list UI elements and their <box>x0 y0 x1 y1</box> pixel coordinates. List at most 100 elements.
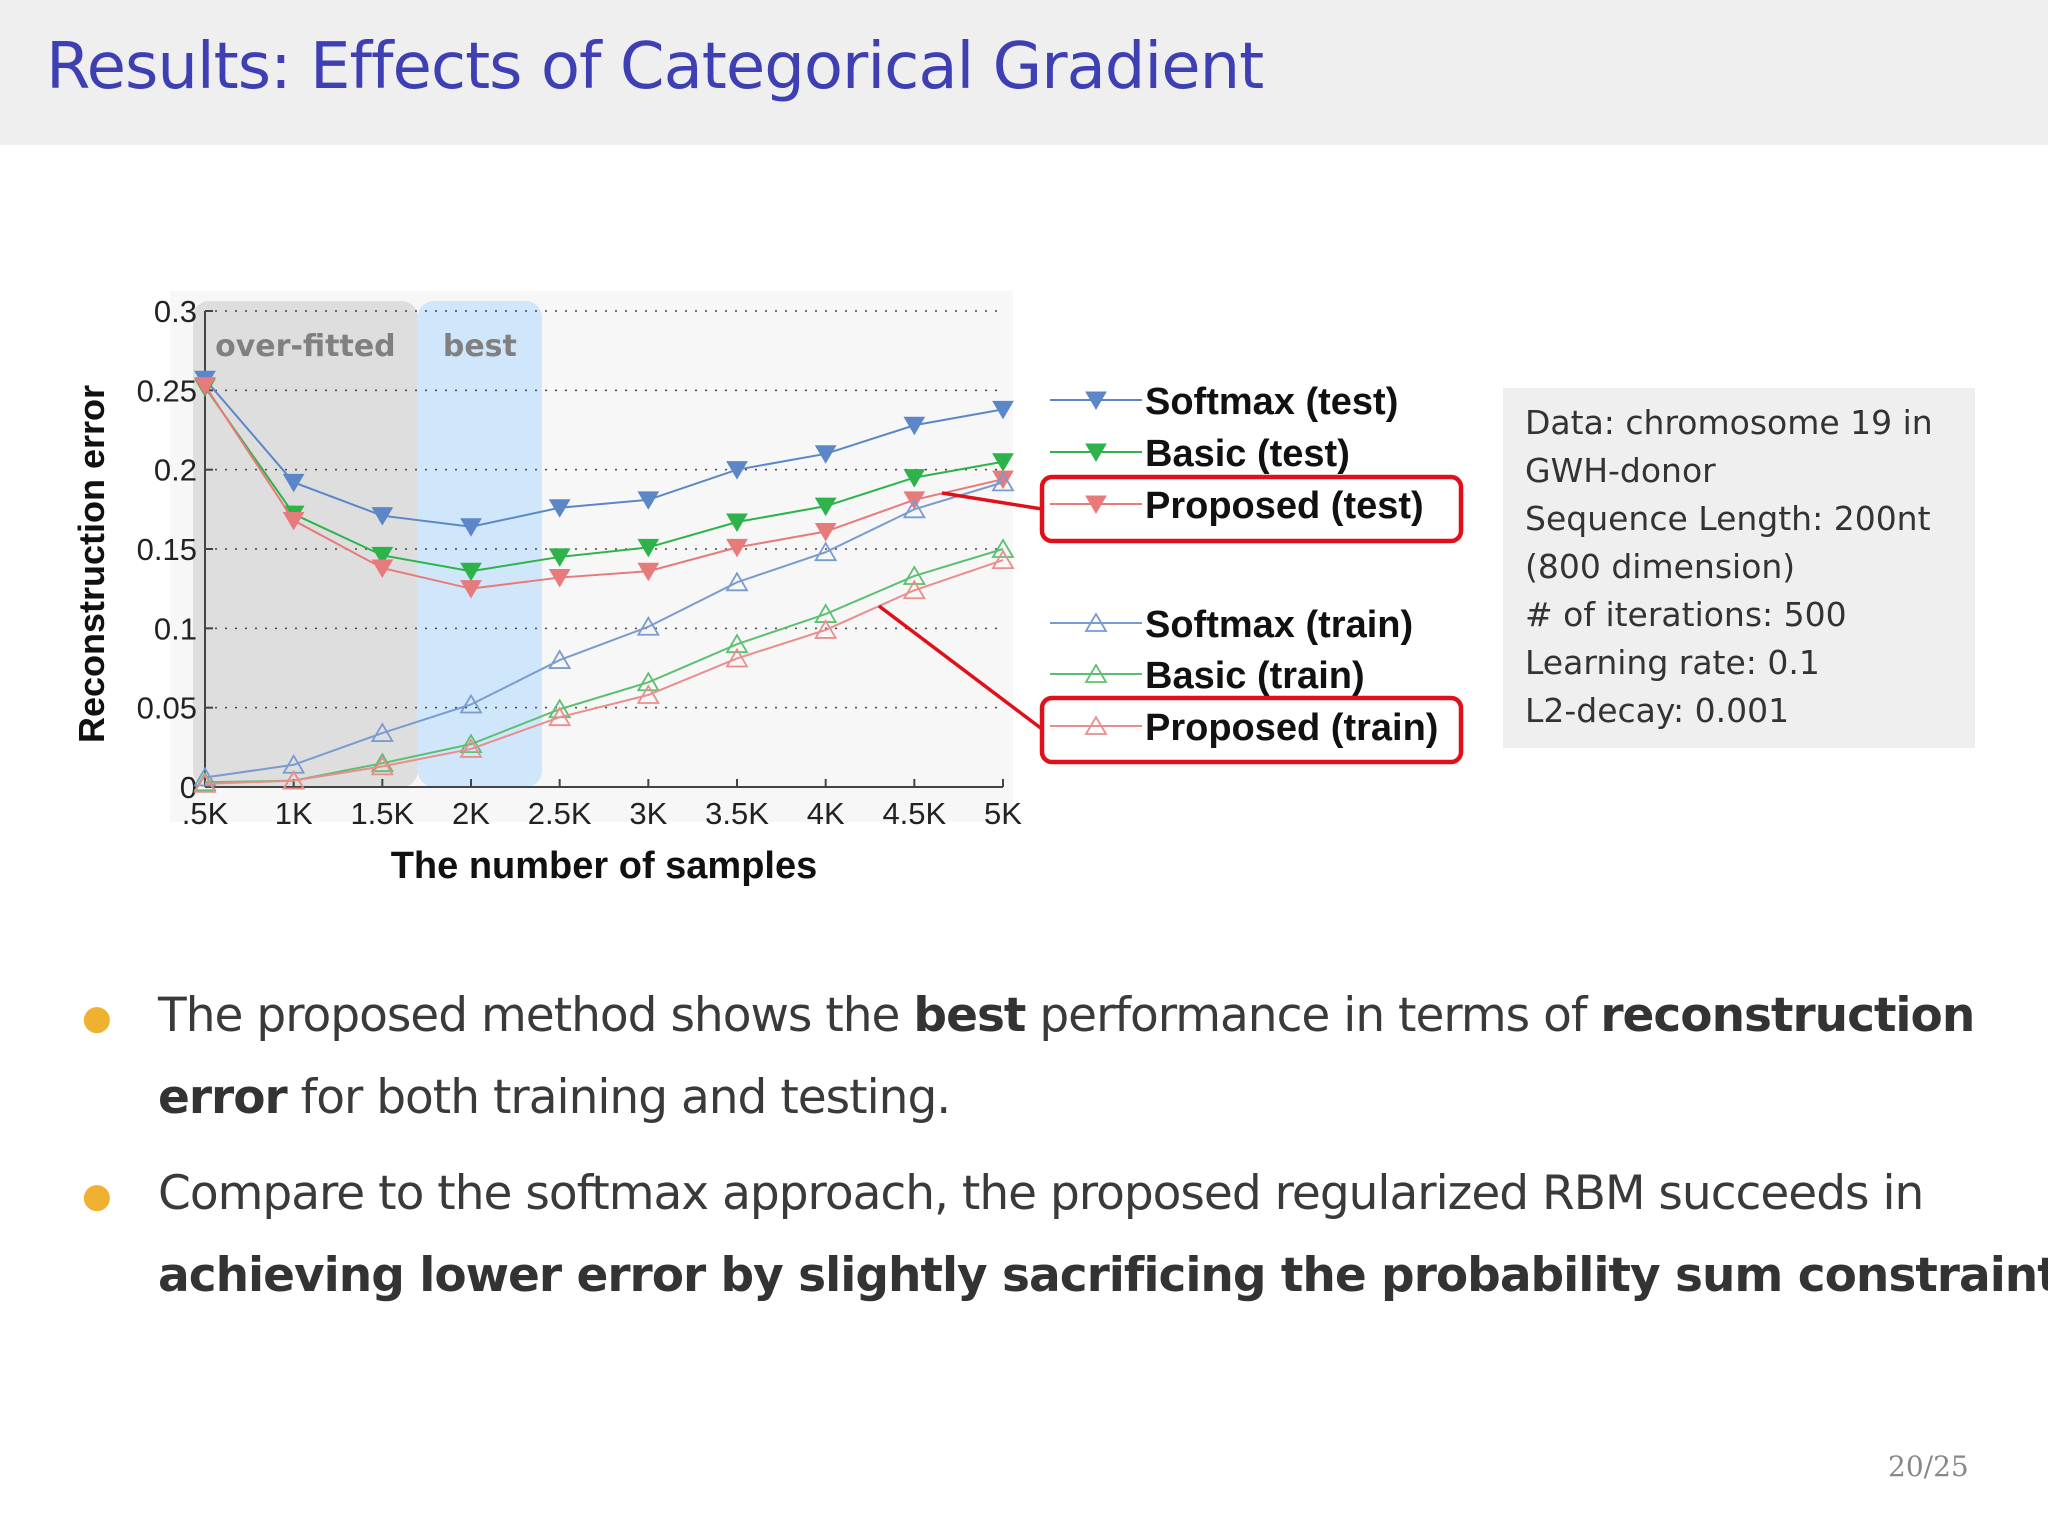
x-axis-label: The number of samples <box>391 845 818 887</box>
y-tick-label: 0.2 <box>154 453 197 488</box>
data-point <box>460 518 482 537</box>
series-line <box>204 559 1004 785</box>
bullet-text-run: performance in terms of <box>1025 988 1601 1043</box>
data-point <box>636 615 660 636</box>
slide-title: Results: Effects of Categorical Gradient <box>46 30 1264 104</box>
data-point <box>637 491 660 510</box>
highlight-connector <box>877 604 1044 731</box>
data-point <box>371 507 394 526</box>
x-tick-label: 3.5K <box>705 796 769 831</box>
legend-label: Softmax (train) <box>1145 604 1413 646</box>
legend-label: Basic (test) <box>1145 433 1350 475</box>
info-line: Sequence Length: 200nt <box>1525 499 1931 538</box>
info-line: Data: chromosome 19 in <box>1525 403 1933 442</box>
experiment-info-box: Data: chromosome 19 in GWH-donor Sequenc… <box>1503 388 1975 748</box>
bullet-text-run: error <box>158 1070 288 1125</box>
region-over-fitted <box>193 301 418 787</box>
data-point <box>460 562 482 582</box>
x-tick-label: 4K <box>807 796 845 831</box>
data-point <box>725 633 749 654</box>
info-line: (800 dimension) <box>1525 547 1796 586</box>
y-tick-label: 0.15 <box>137 532 197 567</box>
data-point <box>992 470 1014 490</box>
info-line: GWH-donor <box>1525 451 1716 490</box>
bullet-1-line-1: The proposed method shows the best perfo… <box>158 988 1975 1043</box>
data-point <box>903 416 926 436</box>
legend-marker <box>1085 495 1107 514</box>
highlight-connector <box>941 491 1043 511</box>
legend-label: Softmax (test) <box>1145 381 1398 423</box>
data-point <box>370 752 394 773</box>
legend-label: Basic (train) <box>1145 655 1365 697</box>
data-point <box>282 473 305 493</box>
x-tick-label: 1K <box>275 796 313 831</box>
data-point <box>548 706 572 727</box>
info-line: Learning rate: 0.1 <box>1525 643 1820 682</box>
legend-marker <box>1085 443 1107 462</box>
data-point <box>992 400 1014 420</box>
bullet-text-run: Compare to the softmax approach, the pro… <box>158 1166 1924 1221</box>
legend-label: Proposed (test) <box>1145 485 1424 527</box>
x-tick-label: 2.5K <box>528 796 592 831</box>
bullet-marker: ● <box>82 998 112 1038</box>
bullet-2-line-1: Compare to the softmax approach, the pro… <box>158 1166 1924 1221</box>
data-point <box>282 511 305 531</box>
data-point <box>991 538 1015 558</box>
data-point <box>992 453 1014 472</box>
region-best <box>417 301 542 787</box>
data-point <box>459 738 483 758</box>
data-point <box>814 445 837 464</box>
bullet-text-run: reconstruction <box>1600 988 1975 1043</box>
title-bar <box>0 0 2048 145</box>
bullet-text-run: for both training and testing. <box>286 1070 952 1125</box>
legend-marker <box>1085 391 1107 410</box>
bullet-2-line-2: achieving lower error by slightly sacrif… <box>158 1248 2048 1303</box>
bullet-1-line-2: error for both training and testing. <box>158 1070 952 1125</box>
data-point <box>460 580 482 599</box>
data-point <box>903 469 926 488</box>
data-point <box>814 497 837 517</box>
data-point <box>902 579 926 600</box>
data-point <box>814 523 837 542</box>
data-point <box>194 377 216 396</box>
data-point <box>459 733 483 754</box>
reconstruction-error-chart: over-fitted best 0 0.05 0.1 0.15 0.2 0.25 0.3 .5K… <box>71 294 1464 887</box>
bullet-marker: ● <box>82 1176 112 1216</box>
data-point <box>371 559 394 579</box>
series-line <box>204 385 1004 590</box>
data-point <box>370 722 394 742</box>
data-point <box>726 538 748 558</box>
y-tick-label: 0.05 <box>137 691 197 726</box>
page-number: 20/25 <box>1888 1450 1969 1483</box>
data-point <box>636 671 660 692</box>
data-point <box>193 773 217 793</box>
info-line: L2-decay: 0.001 <box>1525 691 1790 730</box>
data-point <box>282 769 306 790</box>
data-point <box>902 498 926 519</box>
data-point <box>548 569 571 588</box>
bullet-text-run: achieving lower error by slightly sacrif… <box>158 1248 2048 1303</box>
x-tick-label: 2K <box>452 796 490 831</box>
info-line: # of iterations: 500 <box>1525 595 1847 634</box>
data-point <box>902 565 926 585</box>
y-tick-label: 0 <box>180 770 197 805</box>
series-line <box>204 386 1004 573</box>
bullet-text-run: best <box>913 988 1026 1043</box>
data-point <box>814 619 838 639</box>
y-axis-label: Reconstruction error <box>71 385 112 743</box>
legend-label: Proposed (train) <box>1145 707 1438 749</box>
series-line <box>204 378 1004 528</box>
x-tick-label: 1.5K <box>350 796 414 831</box>
data-point <box>548 499 571 518</box>
data-point <box>726 461 748 480</box>
x-tick-label: 5K <box>984 796 1022 831</box>
data-point <box>548 548 571 567</box>
data-point <box>459 693 483 714</box>
data-point <box>637 562 660 582</box>
legend-marker <box>1084 612 1108 632</box>
data-point <box>371 546 394 566</box>
legend-marker <box>1084 663 1108 683</box>
highlight-box <box>1039 695 1464 765</box>
data-point <box>991 549 1015 570</box>
series-line <box>204 548 1004 784</box>
